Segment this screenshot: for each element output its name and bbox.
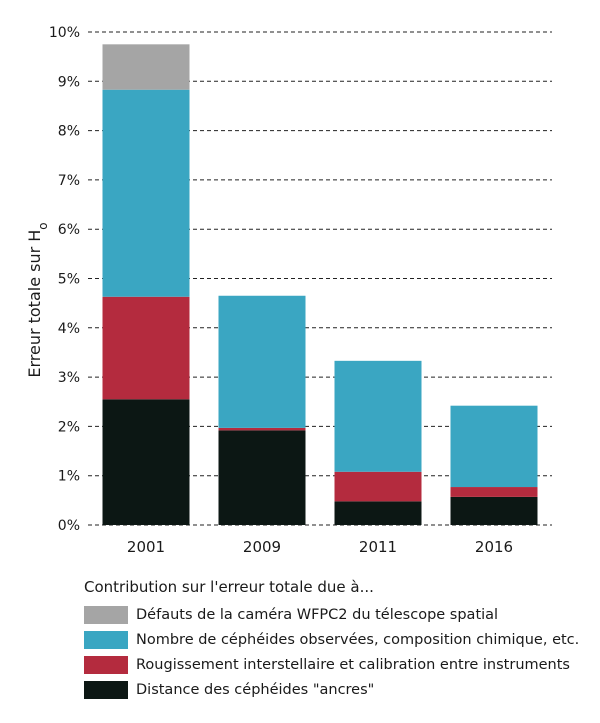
y-tick-label: 9% bbox=[58, 74, 80, 90]
legend-label: Défauts de la caméra WFPC2 du télescope … bbox=[136, 607, 499, 623]
bar-segment bbox=[334, 471, 422, 502]
stacked-bar-chart: 0% 1% 2% 3% 4% 5% 6% 7% 8% 9% 10% 2001 2009 2011 2016… bbox=[25, 25, 552, 556]
x-category-label: 2011 bbox=[359, 538, 397, 556]
legend-title: Contribution sur l'erreur totale due à..… bbox=[84, 578, 374, 596]
y-tick-label: 5% bbox=[58, 272, 80, 288]
bar-segment bbox=[334, 360, 422, 472]
bar-segment bbox=[102, 296, 190, 400]
bar-segment bbox=[450, 496, 538, 525]
bar-segment bbox=[102, 44, 190, 90]
y-tick-label: 4% bbox=[58, 321, 80, 337]
bar-segment bbox=[218, 295, 306, 428]
y-axis-title: Erreur totale sur Ho bbox=[25, 222, 50, 377]
x-category-label: 2016 bbox=[475, 538, 513, 556]
bar-segment bbox=[334, 501, 422, 525]
y-tick-label: 10% bbox=[49, 25, 80, 41]
legend-item: Rougissement interstellaire et calibrati… bbox=[84, 654, 584, 676]
y-tick-label: 3% bbox=[58, 370, 80, 386]
y-tick-label: 7% bbox=[58, 173, 80, 189]
bars bbox=[102, 44, 538, 525]
y-axis-title-main: Erreur totale sur H bbox=[25, 230, 44, 378]
y-axis-title-subscript: o bbox=[36, 222, 50, 229]
x-category-labels: 2001 2009 2011 2016 bbox=[127, 538, 513, 556]
legend-swatch bbox=[84, 681, 128, 699]
y-tick-label: 0% bbox=[58, 518, 80, 534]
bar-segment bbox=[102, 399, 190, 525]
y-tick-label: 8% bbox=[58, 124, 80, 140]
y-tick-label: 6% bbox=[58, 222, 80, 238]
x-category-label: 2009 bbox=[243, 538, 281, 556]
legend-swatch bbox=[84, 656, 128, 674]
bar-segment bbox=[218, 427, 306, 431]
y-tick-labels: 0% 1% 2% 3% 4% 5% 6% 7% 8% 9% 10% bbox=[49, 25, 80, 534]
legend: Contribution sur l'erreur totale due à..… bbox=[84, 578, 584, 704]
legend-label: Rougissement interstellaire et calibrati… bbox=[136, 657, 570, 673]
legend-label: Nombre de céphéides observées, compositi… bbox=[136, 632, 580, 648]
x-category-label: 2001 bbox=[127, 538, 165, 556]
y-tick-label: 2% bbox=[58, 419, 80, 435]
legend-label: Distance des céphéides "ancres" bbox=[136, 682, 375, 698]
legend-item: Nombre de céphéides observées, compositi… bbox=[84, 629, 584, 651]
bar-segment bbox=[218, 430, 306, 525]
legend-swatch bbox=[84, 631, 128, 649]
bar-segment bbox=[450, 487, 538, 497]
bar-segment bbox=[102, 89, 190, 297]
bar-segment bbox=[450, 405, 538, 488]
legend-item: Distance des céphéides "ancres" bbox=[84, 679, 584, 701]
legend-item: Défauts de la caméra WFPC2 du télescope … bbox=[84, 604, 584, 626]
legend-swatch bbox=[84, 606, 128, 624]
y-tick-label: 1% bbox=[58, 469, 80, 485]
